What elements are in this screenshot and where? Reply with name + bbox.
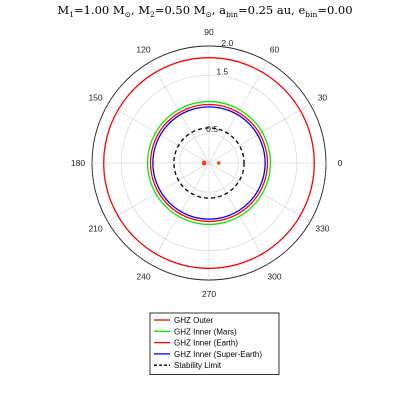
r-tick-label: 1.5: [216, 67, 228, 77]
legend-label-4: Stability Limit: [174, 361, 222, 370]
theta-tick-label: 30: [318, 93, 328, 103]
theta-tick-label: 120: [136, 45, 150, 55]
stars-layer: [201, 160, 221, 166]
legend: GHZ Outer GHZ Inner (Mars) GHZ Inner (Eart…: [149, 312, 280, 375]
theta-tick-label: 330: [315, 224, 329, 234]
series-0: [103, 57, 315, 269]
legend-label-0: GHZ Outer: [174, 316, 213, 325]
series-1: [146, 100, 272, 226]
theta-tick-label: 210: [88, 224, 102, 234]
theta-tick-label: 270: [202, 289, 216, 299]
chart-title: M1=1.00 M⊙, M2=0.50 M⊙, abin=0.25 au, eb…: [57, 3, 352, 19]
theta-tick-label: 180: [71, 158, 85, 168]
series-4: [173, 127, 245, 199]
theta-tick-label: 150: [88, 93, 102, 103]
legend-label-3: GHZ Inner (Super-Earth): [174, 350, 262, 359]
theta-tick-label: 300: [267, 271, 281, 281]
theta-tick-label: 90: [204, 27, 214, 37]
series-3: [152, 106, 266, 220]
legend-box: [149, 312, 280, 375]
theta-tick-label: 0: [338, 158, 343, 168]
r-tick-label: 0.5: [206, 124, 218, 134]
theta-tick-label: 60: [270, 45, 280, 55]
series-layer: [103, 57, 315, 269]
polar-grid: 0 30 60 90 120 150 180 210 240 270 300 330 0.5 1.5 2.0: [71, 27, 343, 299]
star-marker-0: [201, 160, 207, 166]
series-2: [149, 103, 269, 223]
legend-label-2: GHZ Inner (Earth): [174, 339, 238, 348]
r-tick-label: 2.0: [221, 38, 233, 48]
star-marker-1: [216, 161, 221, 165]
legend-label-1: GHZ Inner (Mars): [174, 327, 237, 336]
theta-tick-label: 240: [136, 271, 150, 281]
